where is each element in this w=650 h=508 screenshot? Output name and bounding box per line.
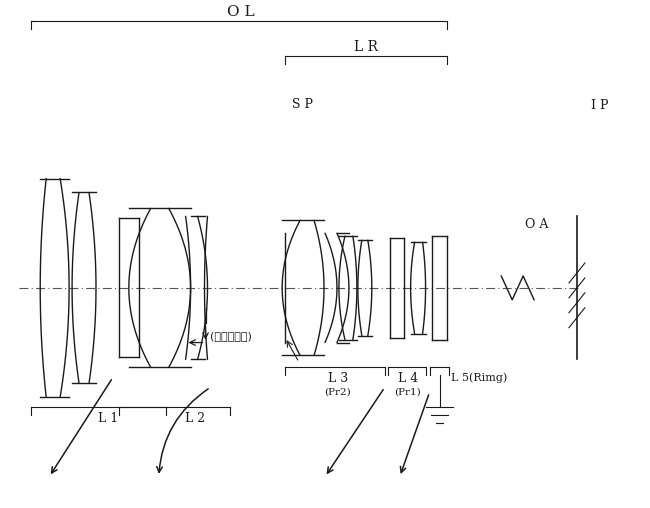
Text: L 4: L 4: [398, 372, 418, 386]
Text: L R: L R: [354, 40, 378, 54]
Text: S P: S P: [292, 98, 313, 111]
Text: I P: I P: [591, 99, 608, 112]
Text: L 5(Rimg): L 5(Rimg): [452, 372, 508, 383]
Text: L 3: L 3: [328, 372, 348, 386]
Text: L 1: L 1: [98, 412, 118, 425]
Text: O A: O A: [525, 218, 549, 231]
Text: (Pr1): (Pr1): [395, 387, 421, 396]
Text: O L: O L: [227, 6, 254, 19]
Text: (Pr2): (Pr2): [324, 387, 351, 396]
Text: L 2: L 2: [185, 412, 205, 425]
Text: (フォーカス): (フォーカス): [211, 331, 252, 340]
